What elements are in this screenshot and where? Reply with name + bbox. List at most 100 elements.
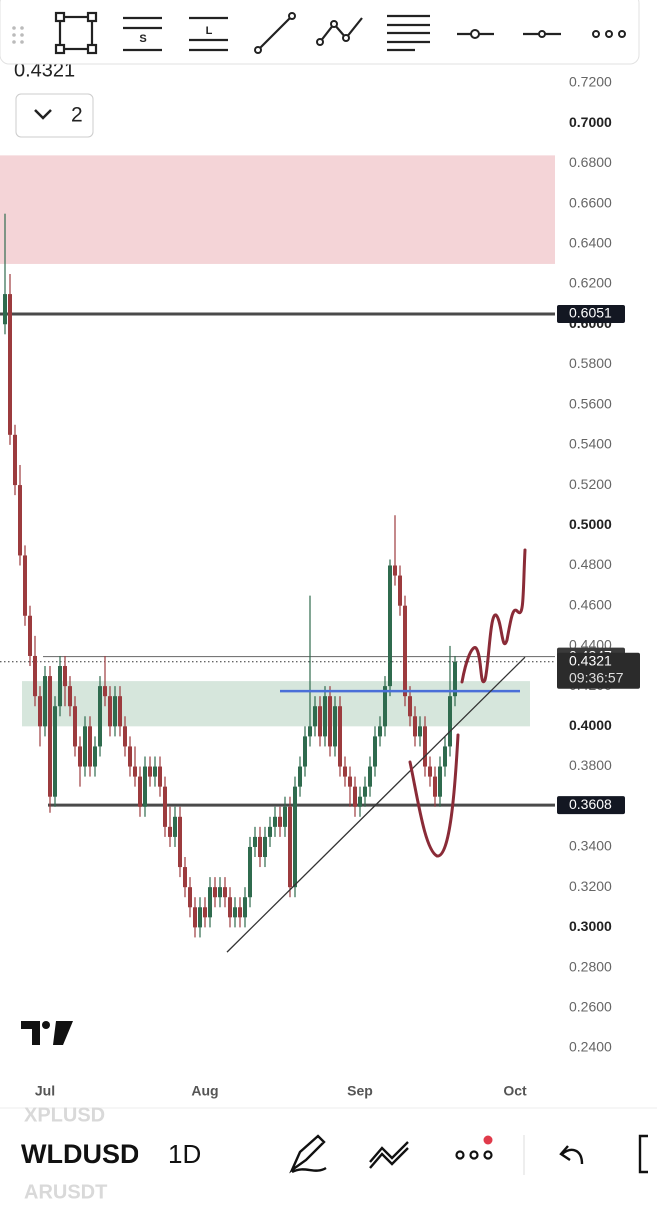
toolbar-panel bbox=[0, 0, 640, 65]
candle-body bbox=[263, 836, 267, 858]
svg-text:L: L bbox=[206, 25, 213, 37]
candle-body bbox=[158, 766, 162, 787]
freehand-drawing bbox=[460, 548, 527, 684]
fullscreen-button[interactable] bbox=[638, 1134, 648, 1174]
candle-body bbox=[73, 706, 77, 747]
candle-body bbox=[343, 766, 347, 777]
more-tools[interactable] bbox=[592, 30, 600, 38]
symbol[interactable]: WLDUSD bbox=[21, 1139, 139, 1169]
x-tick-label: Jul bbox=[35, 1083, 55, 1099]
candle-body bbox=[228, 897, 232, 918]
candle-body bbox=[208, 887, 212, 918]
path-tool[interactable] bbox=[319, 17, 363, 43]
price-tag bbox=[557, 796, 625, 815]
last-price-header: 0.4321 bbox=[14, 59, 75, 81]
fib-tool[interactable] bbox=[387, 14, 430, 52]
indicators-button[interactable] bbox=[369, 1141, 409, 1169]
candle-body bbox=[413, 716, 417, 737]
y-tick-label: 0.5600 bbox=[569, 395, 612, 411]
y-tick-label: 0.6200 bbox=[569, 275, 612, 291]
drawn-line bbox=[226, 656, 526, 953]
candle-body bbox=[153, 766, 157, 777]
y-tick-label: 0.3800 bbox=[569, 757, 612, 773]
candle-body bbox=[103, 686, 107, 697]
candle-body bbox=[248, 846, 252, 898]
indicator-toggle[interactable] bbox=[15, 93, 94, 138]
y-tick-label: 0.6600 bbox=[569, 194, 612, 210]
candle-body bbox=[138, 776, 142, 807]
trend-line-tool[interactable] bbox=[257, 15, 293, 51]
y-tick-label: 0.7000 bbox=[569, 114, 612, 130]
candle-body bbox=[168, 826, 172, 837]
last-price-tag-label: 0.4321 bbox=[569, 653, 612, 669]
countdown: 09:36:57 bbox=[569, 670, 624, 686]
candle-body bbox=[433, 776, 437, 797]
candle-body bbox=[218, 887, 222, 898]
candle-body bbox=[33, 655, 37, 697]
candle-body bbox=[88, 726, 92, 767]
candle-body bbox=[388, 565, 392, 687]
candle-body bbox=[133, 766, 137, 777]
y-tick-label: 0.6400 bbox=[569, 235, 612, 251]
y-tick-label: 0.4000 bbox=[569, 717, 612, 733]
candle-body bbox=[13, 434, 17, 486]
candle-body bbox=[268, 826, 272, 837]
notification-dot bbox=[483, 1135, 493, 1145]
x-tick-label: Sep bbox=[347, 1083, 373, 1099]
candle-body bbox=[273, 816, 277, 827]
x-tick-label: Oct bbox=[503, 1083, 527, 1099]
y-tick-label: 0.6800 bbox=[569, 154, 612, 170]
candle-body bbox=[293, 786, 297, 888]
prev-symbol[interactable]: XPLUSD bbox=[24, 1104, 105, 1126]
candle-body bbox=[78, 746, 82, 767]
candle-body bbox=[213, 887, 217, 898]
y-tick-label: 0.5200 bbox=[569, 476, 612, 492]
freehand-drawing bbox=[408, 733, 460, 858]
candle-body bbox=[233, 907, 237, 918]
y-tick-label: 0.4800 bbox=[569, 556, 612, 572]
logo bbox=[21, 1021, 73, 1045]
more-button[interactable] bbox=[455, 1150, 493, 1160]
last-price-tag bbox=[557, 652, 640, 689]
candle-body bbox=[383, 686, 387, 727]
candle-body bbox=[448, 696, 452, 747]
candle-body bbox=[8, 294, 12, 435]
candle-body bbox=[173, 816, 177, 837]
candle-body bbox=[148, 766, 152, 777]
candle-body bbox=[408, 696, 412, 717]
candle-body bbox=[3, 294, 7, 325]
y-tick-label: 0.7200 bbox=[569, 74, 612, 90]
y-tick-label: 0.3400 bbox=[569, 838, 612, 854]
draw-button[interactable] bbox=[289, 1134, 327, 1174]
candle-body bbox=[358, 796, 362, 807]
undo-button[interactable] bbox=[559, 1145, 584, 1165]
candle-body bbox=[163, 786, 167, 827]
candle-body bbox=[258, 836, 262, 858]
candle-body bbox=[238, 907, 242, 918]
y-tick-label: 0.2400 bbox=[569, 1039, 612, 1055]
candle-body bbox=[378, 726, 382, 737]
candle-body bbox=[178, 816, 182, 868]
candle-body bbox=[38, 696, 42, 727]
candle-body bbox=[58, 666, 62, 707]
zone bbox=[0, 155, 555, 264]
candle-body bbox=[398, 575, 402, 606]
candle-body bbox=[98, 686, 102, 747]
y-tick-label: 0.2600 bbox=[569, 998, 612, 1014]
short-position-tool[interactable] bbox=[123, 16, 162, 52]
candle-body bbox=[283, 806, 287, 827]
candle-body bbox=[53, 706, 57, 797]
interval[interactable]: 1D bbox=[168, 1139, 201, 1169]
rectangle-tool[interactable] bbox=[58, 15, 94, 51]
y-tick-label: 0.5400 bbox=[569, 436, 612, 452]
svg-text:S: S bbox=[139, 33, 146, 45]
candle-body bbox=[338, 706, 342, 767]
candle-body bbox=[63, 666, 67, 687]
candle-body bbox=[328, 696, 332, 747]
candle-body bbox=[308, 726, 312, 737]
candle-body bbox=[113, 696, 117, 727]
long-position-tool[interactable] bbox=[189, 16, 228, 52]
candle-body bbox=[68, 686, 72, 707]
next-symbol[interactable]: ARUSDT bbox=[24, 1181, 107, 1203]
